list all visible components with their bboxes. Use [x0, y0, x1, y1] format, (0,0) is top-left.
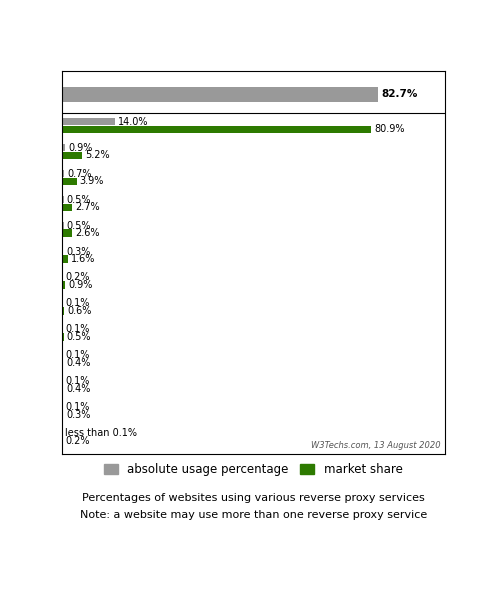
Text: W3Techs.com, 13 August 2020: W3Techs.com, 13 August 2020 [311, 441, 441, 450]
Text: 0.7%: 0.7% [68, 169, 92, 179]
Bar [62, 152, 82, 159]
Bar [62, 222, 64, 229]
Text: 0.1%: 0.1% [65, 402, 89, 412]
Text: 0.4%: 0.4% [66, 358, 91, 368]
Text: 0.3%: 0.3% [66, 247, 90, 257]
Text: 0.5%: 0.5% [67, 221, 91, 231]
Text: 5.2%: 5.2% [85, 150, 109, 160]
Bar [62, 230, 72, 237]
Text: 2.7%: 2.7% [75, 202, 100, 212]
Text: 0.6%: 0.6% [67, 306, 91, 316]
Bar [62, 281, 65, 289]
Text: 0.5%: 0.5% [67, 332, 91, 342]
Legend: absolute usage percentage, market share: absolute usage percentage, market share [99, 458, 408, 481]
Bar [62, 126, 371, 133]
Bar [62, 178, 77, 185]
Text: 0.1%: 0.1% [65, 324, 89, 335]
Text: 0.5%: 0.5% [67, 195, 91, 205]
Text: 0.1%: 0.1% [65, 350, 89, 360]
Bar [62, 274, 63, 281]
Text: 0.3%: 0.3% [66, 409, 90, 419]
Bar [62, 411, 63, 418]
Text: 1.6%: 1.6% [71, 254, 95, 264]
Text: Percentages of websites using various reverse proxy services: Percentages of websites using various re… [82, 493, 424, 503]
Text: 80.9%: 80.9% [374, 124, 405, 135]
Text: 0.4%: 0.4% [66, 384, 91, 394]
Text: 0.9%: 0.9% [68, 280, 93, 290]
Text: 0.2%: 0.2% [66, 273, 90, 283]
Bar [62, 248, 63, 255]
Bar [62, 144, 65, 152]
Text: Note: a website may use more than one reverse proxy service: Note: a website may use more than one re… [80, 510, 427, 520]
Text: less than 0.1%: less than 0.1% [65, 428, 137, 438]
Bar [62, 307, 64, 314]
Bar [62, 359, 63, 366]
Text: 0.1%: 0.1% [65, 376, 89, 386]
Text: 0.1%: 0.1% [65, 299, 89, 309]
Text: 14.0%: 14.0% [119, 117, 149, 127]
Text: 0.9%: 0.9% [68, 143, 93, 153]
Bar [62, 170, 64, 178]
Bar [62, 118, 115, 126]
Text: 0.2%: 0.2% [66, 435, 90, 445]
Bar [62, 437, 63, 444]
Bar [62, 196, 64, 204]
Text: 82.7%: 82.7% [381, 90, 418, 99]
Bar [62, 204, 72, 211]
Bar [62, 333, 64, 340]
Text: 3.9%: 3.9% [80, 176, 104, 186]
Bar [62, 385, 63, 392]
Text: 2.6%: 2.6% [75, 228, 99, 238]
Bar [62, 255, 68, 263]
Bar [62, 87, 378, 101]
